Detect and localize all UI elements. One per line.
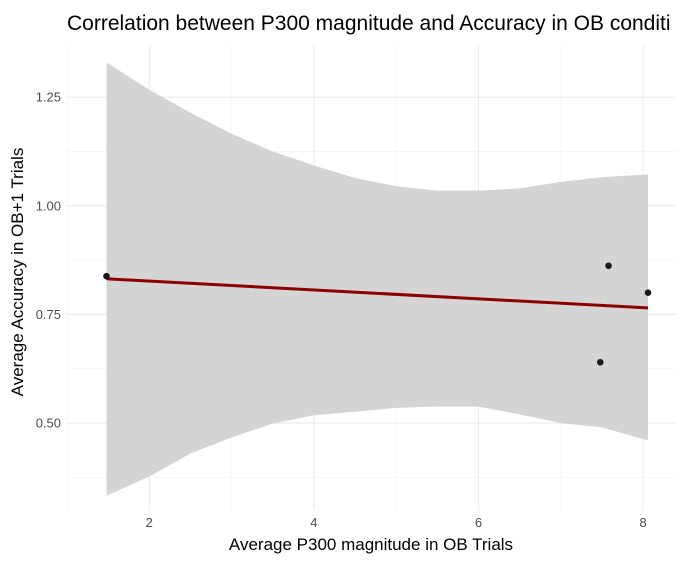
confidence-band (106, 62, 648, 496)
data-point (644, 289, 652, 297)
y-axis-title: Average Accuracy in OB+1 Trials (8, 148, 27, 397)
data-points (103, 262, 652, 366)
y-tick-label: 0.75 (36, 307, 61, 322)
confidence-band-area (106, 62, 648, 496)
x-tick-label: 8 (639, 515, 646, 530)
x-axis-title: Average P300 magnitude in OB Trials (229, 535, 513, 554)
x-tick-label: 4 (310, 515, 317, 530)
y-axis-ticks: 0.50 0.75 1.00 1.25 (36, 90, 61, 431)
x-tick-label: 2 (146, 515, 153, 530)
y-tick-label: 1.00 (36, 198, 61, 213)
x-axis-ticks: 2 4 6 8 (146, 515, 647, 530)
x-tick-label: 6 (475, 515, 482, 530)
data-point (605, 262, 612, 270)
trend-line (106, 277, 649, 310)
chart-title: Correlation between P300 magnitude and A… (67, 12, 671, 35)
y-tick-label: 0.50 (36, 416, 61, 431)
y-tick-label: 1.25 (36, 90, 61, 105)
data-point (103, 272, 110, 280)
trend-line-group (106, 277, 649, 310)
data-point (596, 358, 604, 366)
